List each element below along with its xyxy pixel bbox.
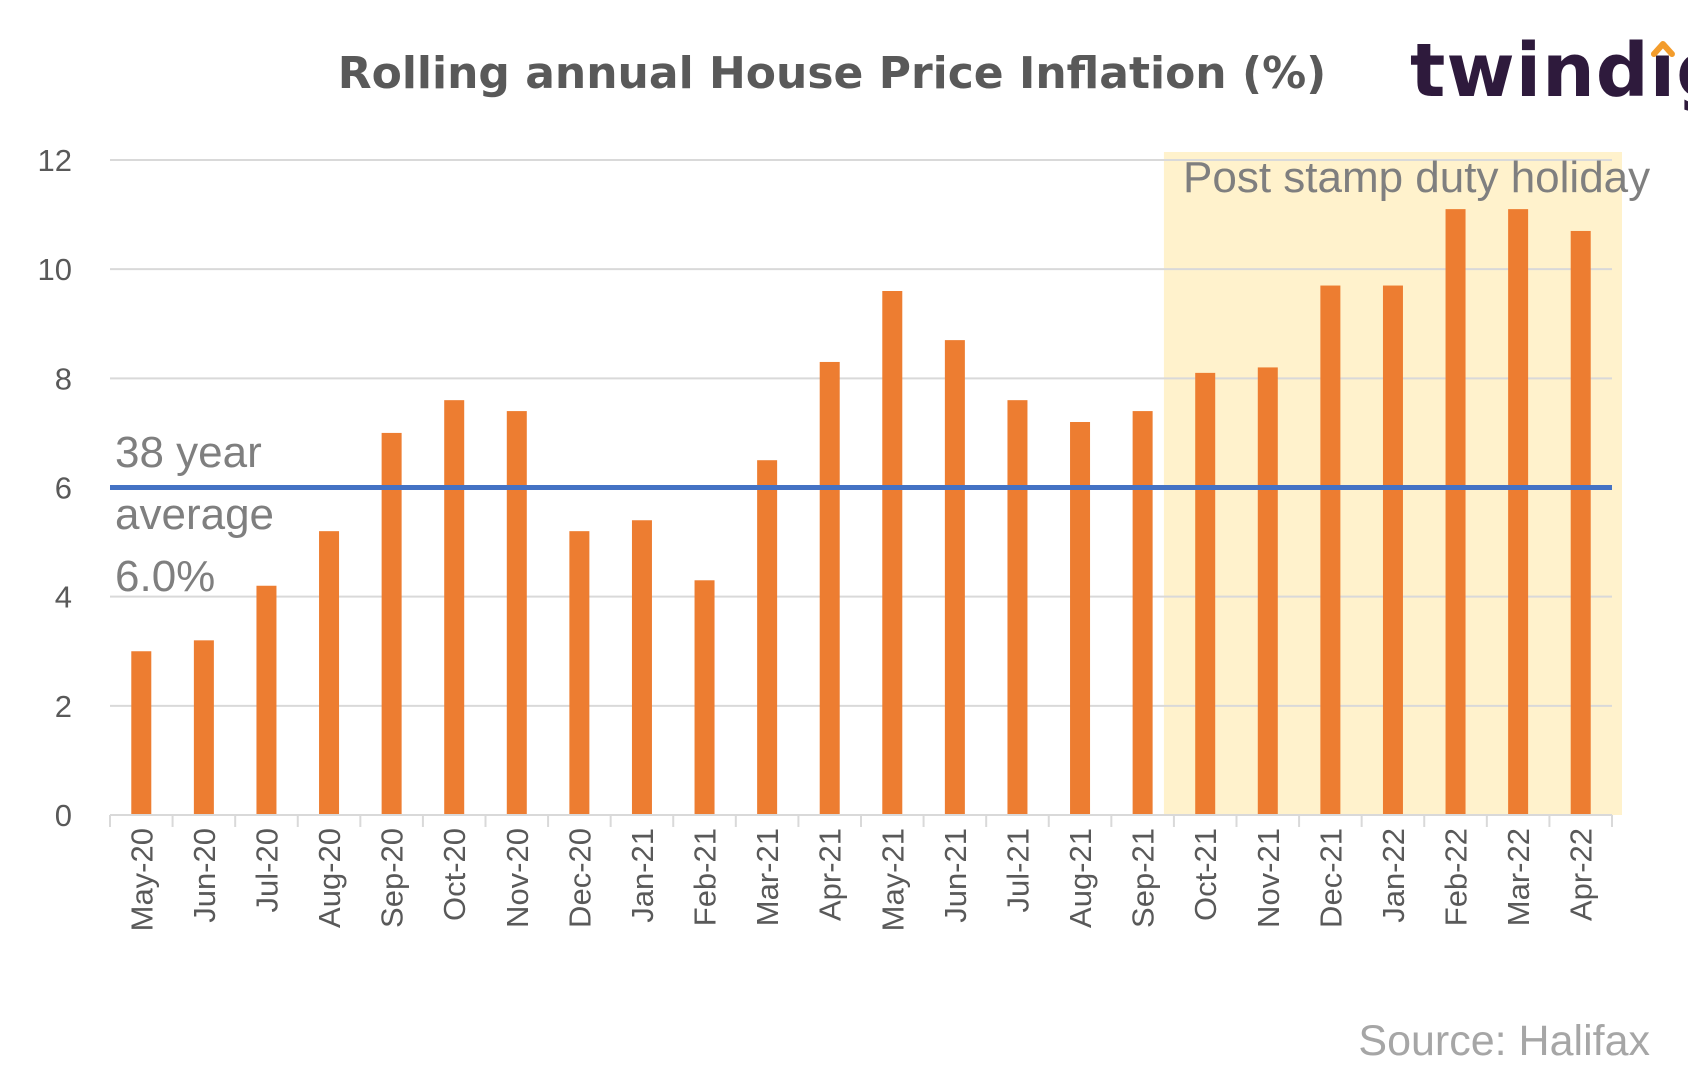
x-tick-label: Apr-21 — [813, 828, 848, 921]
x-tick-label: Apr-22 — [1564, 828, 1599, 921]
x-tick-label: Sep-21 — [1126, 828, 1161, 928]
source-note: Source: Halifax — [1358, 1017, 1650, 1065]
bar — [1320, 285, 1341, 816]
y-tick-label: 10 — [38, 252, 72, 287]
bar — [319, 531, 340, 815]
x-tick-label: Mar-21 — [750, 828, 785, 926]
y-tick-label: 8 — [55, 361, 72, 396]
x-tick-label: May-21 — [875, 828, 910, 931]
labels: 0 2 4 6 8 10 12 May-20 Jun-20 Jul-20 Aug-20 Sep-20 O… — [38, 143, 1651, 931]
x-tick-label: Oct-21 — [1188, 828, 1223, 921]
bar — [1007, 400, 1028, 815]
x-tick-label: Dec-21 — [1313, 828, 1348, 928]
bar — [1382, 285, 1403, 816]
bar — [1070, 422, 1091, 815]
x-tick-label: Nov-21 — [1251, 828, 1286, 928]
highlight-region-label: Post stamp duty holiday — [1183, 153, 1650, 202]
average-line-label: 6.0% — [115, 552, 215, 601]
x-tick-label: Sep-20 — [375, 828, 410, 928]
bar — [694, 580, 715, 815]
bar — [944, 340, 965, 815]
bar — [569, 531, 590, 815]
twindig-logo: twindıg — [1410, 28, 1688, 114]
x-tick-label: Jun-20 — [187, 828, 222, 923]
bar — [631, 520, 652, 815]
x-tick-label: Feb-22 — [1439, 828, 1474, 926]
x-tick-label: Dec-20 — [562, 828, 597, 928]
x-tick-label: Jan-22 — [1376, 828, 1411, 923]
bar — [1445, 209, 1466, 815]
bar — [381, 432, 402, 815]
bar — [882, 291, 903, 815]
axes — [109, 814, 1613, 827]
y-tick-label: 4 — [55, 580, 72, 615]
average-line-label: 38 year — [115, 428, 262, 477]
bar — [1257, 367, 1278, 815]
x-tick-label: Jun-21 — [938, 828, 973, 923]
x-tick-label: Jan-21 — [625, 828, 660, 923]
logo-accent-icon — [1650, 41, 1675, 57]
x-tick-label: Oct-20 — [437, 828, 472, 921]
bar — [819, 361, 840, 815]
bar — [193, 640, 214, 815]
bar — [506, 411, 527, 815]
x-tick-label: Mar-22 — [1501, 828, 1536, 926]
bar — [256, 585, 277, 815]
x-tick-label: Jul-20 — [249, 828, 284, 912]
logo-wordmark: twindıg — [1410, 28, 1688, 114]
x-tick-label: Jul-21 — [1000, 828, 1035, 912]
x-tick-label: May-20 — [124, 828, 159, 931]
y-tick-label: 12 — [38, 143, 72, 178]
bar — [1132, 411, 1153, 815]
x-tick-label: Feb-21 — [688, 828, 723, 926]
x-tick-label: Aug-21 — [1063, 828, 1098, 928]
y-tick-label: 2 — [55, 689, 72, 724]
bar — [1508, 209, 1529, 815]
x-tick-label: Nov-20 — [500, 828, 535, 928]
bar — [1195, 372, 1216, 815]
bar — [131, 651, 152, 815]
bar — [1570, 230, 1591, 816]
bar — [444, 400, 465, 815]
x-tick-label: Aug-20 — [312, 828, 347, 928]
bars — [131, 209, 1591, 816]
chart-title: Rolling annual House Price Inflation (%) — [338, 48, 1327, 99]
average-line-label: average — [115, 490, 274, 539]
bar — [757, 460, 778, 815]
y-tick-label: 0 — [55, 798, 72, 833]
y-tick-label: 6 — [55, 471, 72, 506]
